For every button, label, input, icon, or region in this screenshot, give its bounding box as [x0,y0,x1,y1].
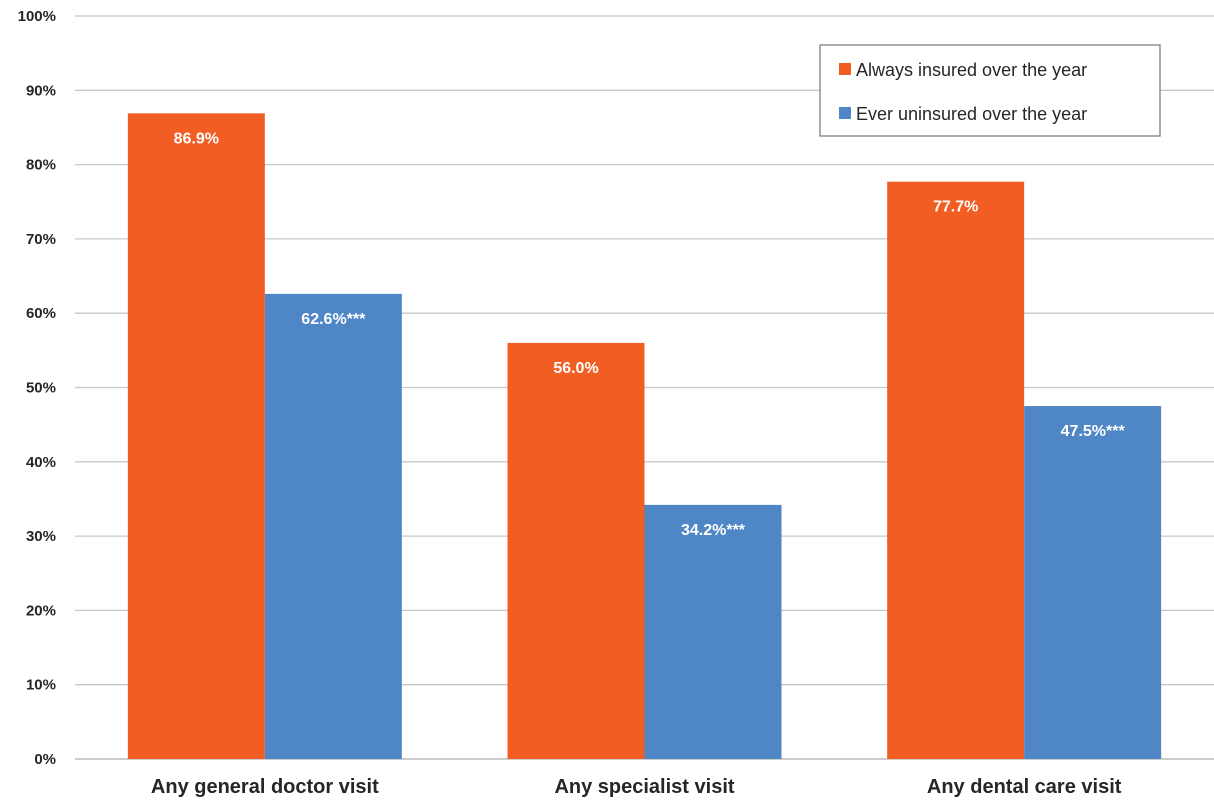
bar [887,181,1025,760]
x-tick-label: Any specialist visit [554,776,734,798]
data-labels: 86.9% 62.6%*** 56.0% 34.2%*** 77.7% 47.5%*** [174,130,1126,539]
legend-box [819,44,1161,137]
x-axis-tick-labels: Any general doctor visit Any specialist v… [151,776,1122,798]
data-label: 34.2%*** [681,522,746,539]
bar [1024,406,1162,759]
y-tick-label: 10% [26,677,56,694]
legend-swatch-ever-uninsured [839,107,851,119]
legend-label-always-insured: Always insured over the year [856,60,1087,80]
y-tick-label: 80% [26,157,56,174]
y-tick-label: 30% [26,528,56,545]
y-tick-label: 60% [26,305,56,322]
y-tick-label: 50% [26,380,56,397]
y-axis-tick-labels: 0% 10% 20% 30% 40% 50% 60% 70% 80% 90% 100% [18,8,56,768]
data-label: 86.9% [174,130,219,147]
bar [127,113,265,759]
data-label: 77.7% [933,199,978,216]
data-label: 56.0% [553,360,598,377]
data-label: 62.6%*** [301,311,366,328]
x-tick-label: Any dental care visit [927,776,1122,798]
y-tick-label: 90% [26,82,56,99]
y-tick-label: 20% [26,602,56,619]
legend: Always insured over the year Ever uninsu… [819,44,1161,137]
bar [644,504,782,759]
x-tick-label: Any general doctor visit [151,776,379,798]
y-tick-label: 40% [26,454,56,471]
bar [264,293,402,759]
y-tick-label: 70% [26,231,56,248]
legend-label-ever-uninsured: Ever uninsured over the year [856,104,1087,124]
bars [127,113,1162,760]
legend-swatch-always-insured [839,63,851,75]
bar [507,342,645,759]
y-tick-label: 100% [18,8,56,25]
data-label: 47.5%*** [1061,423,1126,440]
y-tick-label: 0% [34,751,56,768]
